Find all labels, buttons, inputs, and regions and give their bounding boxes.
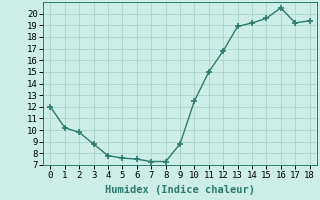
X-axis label: Humidex (Indice chaleur): Humidex (Indice chaleur) [105, 185, 255, 195]
